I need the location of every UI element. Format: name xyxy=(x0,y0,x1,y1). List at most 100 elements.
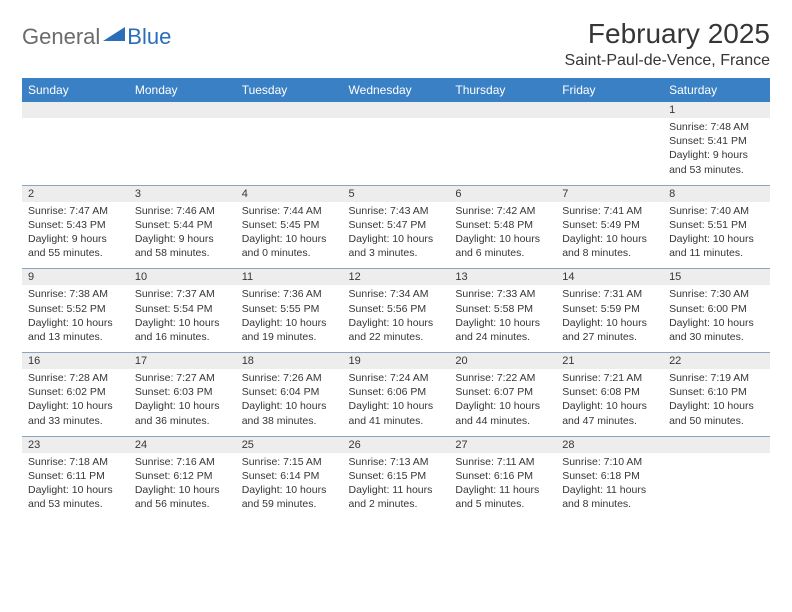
day-info-line: Sunrise: 7:24 AM xyxy=(349,371,444,385)
day-number: 5 xyxy=(343,186,450,202)
day-number xyxy=(449,102,556,118)
day-number xyxy=(663,437,770,453)
day-body: Sunrise: 7:46 AMSunset: 5:44 PMDaylight:… xyxy=(129,202,236,269)
day-info-line: Daylight: 10 hours and 59 minutes. xyxy=(242,483,337,511)
day-info-line: Daylight: 9 hours and 53 minutes. xyxy=(669,148,764,176)
month-title: February 2025 xyxy=(565,18,770,50)
calendar-cell: 1Sunrise: 7:48 AMSunset: 5:41 PMDaylight… xyxy=(663,102,770,185)
calendar-week: 9Sunrise: 7:38 AMSunset: 5:52 PMDaylight… xyxy=(22,269,770,353)
day-info-line: Sunset: 6:03 PM xyxy=(135,385,230,399)
calendar-cell: 22Sunrise: 7:19 AMSunset: 6:10 PMDayligh… xyxy=(663,353,770,437)
day-number: 18 xyxy=(236,353,343,369)
day-header-monday: Monday xyxy=(129,78,236,102)
logo-text-blue: Blue xyxy=(127,24,171,50)
day-info-line: Sunset: 5:41 PM xyxy=(669,134,764,148)
calendar-week: 1Sunrise: 7:48 AMSunset: 5:41 PMDaylight… xyxy=(22,102,770,185)
calendar-cell: 26Sunrise: 7:13 AMSunset: 6:15 PMDayligh… xyxy=(343,436,450,519)
day-info-line: Daylight: 10 hours and 13 minutes. xyxy=(28,316,123,344)
day-info-line: Sunrise: 7:15 AM xyxy=(242,455,337,469)
day-header-tuesday: Tuesday xyxy=(236,78,343,102)
calendar-week: 23Sunrise: 7:18 AMSunset: 6:11 PMDayligh… xyxy=(22,436,770,519)
day-info-line: Sunset: 6:18 PM xyxy=(562,469,657,483)
day-info-line: Daylight: 10 hours and 33 minutes. xyxy=(28,399,123,427)
day-info-line: Sunset: 6:11 PM xyxy=(28,469,123,483)
day-info-line: Sunrise: 7:28 AM xyxy=(28,371,123,385)
day-body: Sunrise: 7:28 AMSunset: 6:02 PMDaylight:… xyxy=(22,369,129,436)
day-number xyxy=(129,102,236,118)
day-body xyxy=(343,118,450,178)
day-body: Sunrise: 7:42 AMSunset: 5:48 PMDaylight:… xyxy=(449,202,556,269)
day-info-line: Sunset: 6:16 PM xyxy=(455,469,550,483)
day-info-line: Sunrise: 7:33 AM xyxy=(455,287,550,301)
day-number xyxy=(22,102,129,118)
calendar-week: 2Sunrise: 7:47 AMSunset: 5:43 PMDaylight… xyxy=(22,185,770,269)
calendar-cell: 8Sunrise: 7:40 AMSunset: 5:51 PMDaylight… xyxy=(663,185,770,269)
calendar-cell: 15Sunrise: 7:30 AMSunset: 6:00 PMDayligh… xyxy=(663,269,770,353)
day-number: 13 xyxy=(449,269,556,285)
day-number: 11 xyxy=(236,269,343,285)
calendar-cell xyxy=(22,102,129,185)
day-body: Sunrise: 7:44 AMSunset: 5:45 PMDaylight:… xyxy=(236,202,343,269)
day-info-line: Sunrise: 7:21 AM xyxy=(562,371,657,385)
day-body: Sunrise: 7:37 AMSunset: 5:54 PMDaylight:… xyxy=(129,285,236,352)
logo: General Blue xyxy=(22,24,171,50)
calendar-cell xyxy=(449,102,556,185)
day-info-line: Daylight: 10 hours and 44 minutes. xyxy=(455,399,550,427)
day-info-line: Sunrise: 7:40 AM xyxy=(669,204,764,218)
day-info-line: Sunset: 5:51 PM xyxy=(669,218,764,232)
day-number: 27 xyxy=(449,437,556,453)
day-info-line: Sunset: 6:06 PM xyxy=(349,385,444,399)
day-info-line: Sunrise: 7:38 AM xyxy=(28,287,123,301)
day-info-line: Sunset: 5:52 PM xyxy=(28,302,123,316)
day-body: Sunrise: 7:43 AMSunset: 5:47 PMDaylight:… xyxy=(343,202,450,269)
day-body: Sunrise: 7:33 AMSunset: 5:58 PMDaylight:… xyxy=(449,285,556,352)
calendar-cell xyxy=(663,436,770,519)
day-info-line: Sunrise: 7:46 AM xyxy=(135,204,230,218)
calendar-cell xyxy=(343,102,450,185)
day-info-line: Sunrise: 7:41 AM xyxy=(562,204,657,218)
calendar-week: 16Sunrise: 7:28 AMSunset: 6:02 PMDayligh… xyxy=(22,353,770,437)
day-number: 2 xyxy=(22,186,129,202)
day-info-line: Sunset: 5:47 PM xyxy=(349,218,444,232)
calendar-cell: 27Sunrise: 7:11 AMSunset: 6:16 PMDayligh… xyxy=(449,436,556,519)
day-body: Sunrise: 7:31 AMSunset: 5:59 PMDaylight:… xyxy=(556,285,663,352)
day-info-line: Sunrise: 7:26 AM xyxy=(242,371,337,385)
day-header-thursday: Thursday xyxy=(449,78,556,102)
day-body: Sunrise: 7:27 AMSunset: 6:03 PMDaylight:… xyxy=(129,369,236,436)
day-number: 24 xyxy=(129,437,236,453)
day-info-line: Daylight: 10 hours and 6 minutes. xyxy=(455,232,550,260)
day-info-line: Daylight: 11 hours and 2 minutes. xyxy=(349,483,444,511)
day-number: 4 xyxy=(236,186,343,202)
day-number xyxy=(343,102,450,118)
calendar-cell: 14Sunrise: 7:31 AMSunset: 5:59 PMDayligh… xyxy=(556,269,663,353)
day-info-line: Sunset: 5:44 PM xyxy=(135,218,230,232)
day-body: Sunrise: 7:21 AMSunset: 6:08 PMDaylight:… xyxy=(556,369,663,436)
day-info-line: Sunset: 6:14 PM xyxy=(242,469,337,483)
calendar-cell: 21Sunrise: 7:21 AMSunset: 6:08 PMDayligh… xyxy=(556,353,663,437)
day-info-line: Sunrise: 7:10 AM xyxy=(562,455,657,469)
day-number: 8 xyxy=(663,186,770,202)
day-info-line: Sunset: 5:59 PM xyxy=(562,302,657,316)
calendar-header: SundayMondayTuesdayWednesdayThursdayFrid… xyxy=(22,78,770,102)
calendar-cell: 16Sunrise: 7:28 AMSunset: 6:02 PMDayligh… xyxy=(22,353,129,437)
calendar-cell: 19Sunrise: 7:24 AMSunset: 6:06 PMDayligh… xyxy=(343,353,450,437)
calendar-cell: 9Sunrise: 7:38 AMSunset: 5:52 PMDaylight… xyxy=(22,269,129,353)
day-body: Sunrise: 7:36 AMSunset: 5:55 PMDaylight:… xyxy=(236,285,343,352)
day-body: Sunrise: 7:15 AMSunset: 6:14 PMDaylight:… xyxy=(236,453,343,520)
calendar-table: SundayMondayTuesdayWednesdayThursdayFrid… xyxy=(22,78,770,519)
day-body: Sunrise: 7:41 AMSunset: 5:49 PMDaylight:… xyxy=(556,202,663,269)
day-info-line: Sunset: 5:48 PM xyxy=(455,218,550,232)
location-label: Saint-Paul-de-Vence, France xyxy=(565,52,770,70)
header-row: General Blue February 2025 Saint-Paul-de… xyxy=(22,18,770,70)
day-body: Sunrise: 7:40 AMSunset: 5:51 PMDaylight:… xyxy=(663,202,770,269)
day-info-line: Daylight: 10 hours and 50 minutes. xyxy=(669,399,764,427)
day-info-line: Daylight: 10 hours and 38 minutes. xyxy=(242,399,337,427)
day-info-line: Sunrise: 7:37 AM xyxy=(135,287,230,301)
logo-text-general: General xyxy=(22,24,100,50)
calendar-cell: 2Sunrise: 7:47 AMSunset: 5:43 PMDaylight… xyxy=(22,185,129,269)
day-body xyxy=(129,118,236,178)
day-info-line: Sunset: 5:58 PM xyxy=(455,302,550,316)
day-number: 21 xyxy=(556,353,663,369)
day-number: 16 xyxy=(22,353,129,369)
day-info-line: Sunset: 6:08 PM xyxy=(562,385,657,399)
